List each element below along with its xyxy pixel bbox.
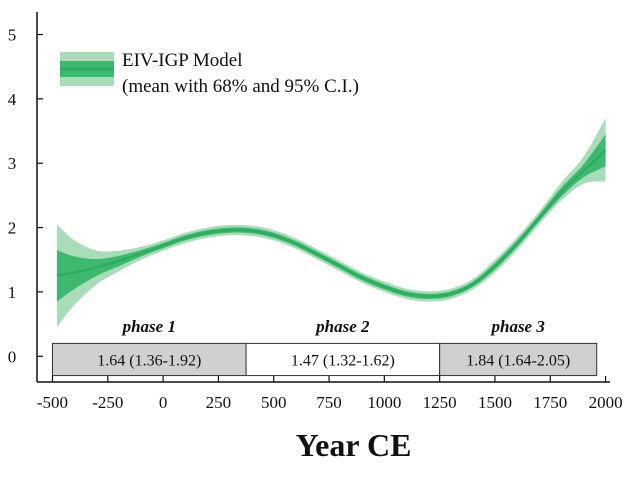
phase-boxes: phase 1 1.64 (1.36-1.92) phase 2 1.47 (1.32…: [52, 317, 596, 376]
x-tick-label: 0: [159, 393, 168, 412]
y-tick-label: 0: [8, 347, 17, 366]
y-tick-label: 1: [8, 283, 17, 302]
confidence-bands: [57, 118, 606, 327]
mean-line-layer: [57, 150, 606, 296]
x-tick-label: 2000: [589, 393, 623, 412]
x-tick-label: -250: [92, 393, 123, 412]
phase-label-1: phase 1: [121, 317, 176, 336]
x-tick-label: 500: [261, 393, 287, 412]
mean-line: [57, 150, 606, 296]
ci95-band: [57, 118, 606, 327]
phase-value-3: 1.84 (1.64-2.05): [466, 352, 570, 369]
phase-value-1: 1.64 (1.36-1.92): [97, 352, 201, 369]
phase-label-2: phase 2: [314, 317, 370, 336]
phase-value-2: 1.47 (1.32-1.62): [291, 352, 395, 369]
x-tick-label: 1250: [423, 393, 457, 412]
y-tick-label: 4: [8, 90, 17, 109]
x-axis-label: Year CE: [296, 427, 412, 463]
y-tick-label: 5: [8, 26, 17, 45]
y-tick-label: 2: [8, 219, 17, 238]
legend: EIV-IGP Model (mean with 68% and 95% C.I…: [60, 50, 359, 97]
y-tick-label: 3: [8, 154, 17, 173]
x-tick-label: 1000: [367, 393, 401, 412]
x-tick-label: 1750: [533, 393, 567, 412]
x-tick-label: -500: [37, 393, 68, 412]
ci68-band: [57, 134, 606, 301]
legend-title: EIV-IGP Model: [122, 50, 243, 71]
x-tick-label: 1500: [478, 393, 512, 412]
phase-label-3: phase 3: [489, 317, 545, 336]
x-tick-label: 750: [316, 393, 342, 412]
legend-subtitle: (mean with 68% and 95% C.I.): [122, 76, 359, 97]
x-tick-label: 250: [206, 393, 232, 412]
